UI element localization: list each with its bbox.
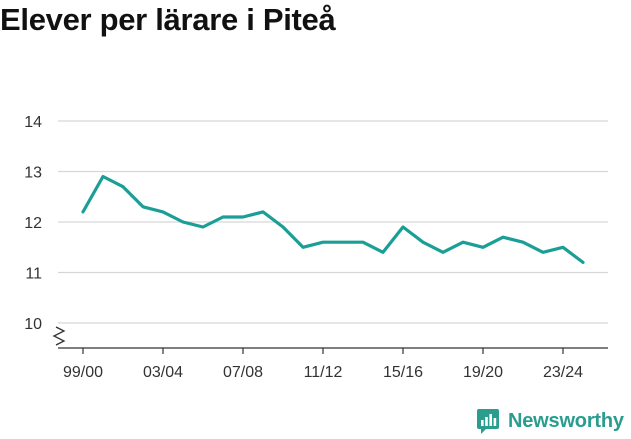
data-point-19/20 bbox=[481, 246, 485, 249]
y-tick-label: 11 bbox=[25, 266, 42, 283]
x-tick-label: 07/08 bbox=[223, 364, 263, 381]
data-point-05/06 bbox=[201, 225, 205, 229]
data-point-10/11 bbox=[301, 246, 305, 249]
newsworthy-logo: Newsworthy bbox=[476, 408, 624, 434]
x-tick-label: 03/04 bbox=[143, 364, 183, 381]
y-tick-label: 14 bbox=[24, 114, 42, 131]
data-point-99/00 bbox=[81, 210, 85, 214]
data-point-08/09 bbox=[261, 210, 265, 214]
data-point-12/13 bbox=[341, 241, 345, 244]
x-tick-label: 19/20 bbox=[463, 364, 503, 381]
series-layer bbox=[81, 174, 585, 264]
data-point-13/14 bbox=[361, 241, 365, 244]
newsworthy-logo-icon bbox=[477, 409, 499, 434]
x-tick-label: 99/00 bbox=[63, 364, 103, 381]
y-tick-label: 10 bbox=[24, 316, 42, 333]
y-axis-ticks: 10 11 12 13 14 bbox=[24, 114, 42, 333]
data-point-06/07 bbox=[221, 215, 225, 219]
data-point-11/12 bbox=[321, 241, 325, 244]
data-point-23/24 bbox=[561, 246, 565, 249]
axis-break-icon bbox=[52, 326, 66, 346]
x-axis-ticks: 99/00 03/04 07/08 11/12 15/16 19/20 23/24 bbox=[63, 348, 583, 381]
x-tick-label: 11/12 bbox=[304, 364, 343, 381]
newsworthy-logo-text: Newsworthy bbox=[508, 409, 624, 432]
data-point-18/19 bbox=[461, 241, 465, 244]
data-point-07/08 bbox=[241, 215, 245, 219]
data-point-24/25 bbox=[581, 261, 585, 264]
data-point-00/01 bbox=[101, 175, 105, 178]
data-point-01/02 bbox=[121, 185, 125, 188]
data-point-03/04 bbox=[161, 210, 165, 214]
x-tick-label: 15/16 bbox=[383, 364, 423, 381]
x-tick-label: 23/24 bbox=[543, 364, 583, 381]
data-point-02/03 bbox=[141, 205, 145, 209]
data-point-17/18 bbox=[441, 251, 445, 254]
data-point-22/23 bbox=[541, 251, 545, 254]
data-point-20/21 bbox=[501, 235, 505, 239]
data-point-14/15 bbox=[381, 251, 385, 254]
data-point-04/05 bbox=[181, 220, 185, 224]
gridlines bbox=[58, 120, 608, 324]
data-point-21/22 bbox=[521, 241, 525, 244]
chart-title: Elever per lärare i Piteå bbox=[0, 2, 336, 37]
series-line bbox=[81, 174, 585, 264]
x-axis bbox=[52, 326, 608, 349]
data-point-09/10 bbox=[281, 225, 285, 229]
y-tick-label: 12 bbox=[24, 215, 42, 232]
y-tick-label: 13 bbox=[24, 165, 42, 182]
data-point-16/17 bbox=[421, 241, 425, 244]
data-point-15/16 bbox=[401, 225, 405, 229]
